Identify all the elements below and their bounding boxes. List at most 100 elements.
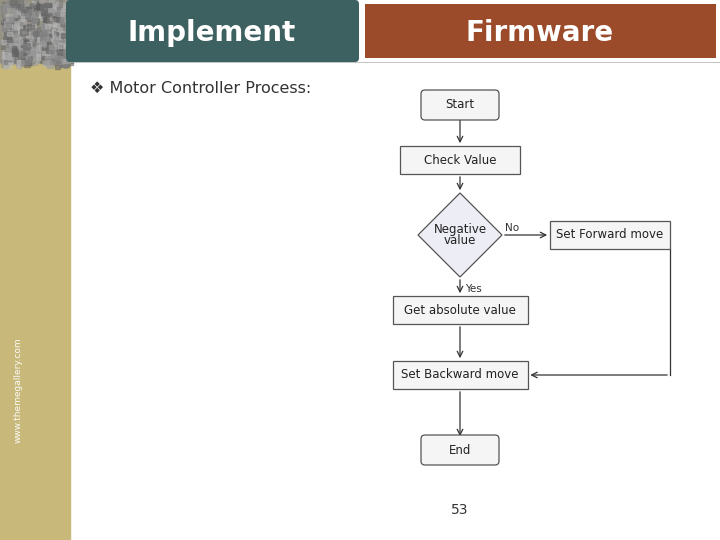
Bar: [37, 52, 43, 58]
Bar: [3, 53, 9, 58]
Bar: [53, 32, 56, 39]
Bar: [13, 19, 18, 23]
Bar: [36, 30, 38, 34]
Bar: [43, 44, 49, 45]
Bar: [45, 38, 50, 45]
Bar: [25, 47, 27, 50]
Bar: [21, 15, 24, 21]
Bar: [24, 11, 30, 17]
Bar: [63, 59, 70, 63]
Bar: [66, 11, 68, 18]
Bar: [17, 5, 19, 8]
Bar: [40, 32, 47, 36]
Bar: [10, 12, 13, 20]
Bar: [31, 15, 37, 22]
Bar: [21, 24, 27, 28]
Bar: [24, 36, 27, 44]
Bar: [60, 10, 64, 14]
Bar: [5, 36, 9, 42]
Bar: [66, 37, 73, 45]
Bar: [12, 56, 14, 60]
Bar: [65, 11, 70, 19]
Bar: [550, 221, 670, 249]
Bar: [63, 36, 68, 41]
Bar: [27, 47, 35, 55]
Bar: [57, 14, 60, 19]
Bar: [50, 31, 53, 34]
Bar: [42, 41, 45, 49]
Bar: [1, 52, 4, 58]
Bar: [65, 14, 71, 17]
Bar: [6, 56, 12, 63]
Bar: [38, 9, 45, 11]
Bar: [12, 1, 17, 6]
Bar: [5, 46, 8, 54]
Polygon shape: [418, 193, 502, 277]
Bar: [46, 43, 53, 46]
Bar: [17, 20, 23, 26]
Bar: [42, 32, 50, 37]
Bar: [40, 46, 47, 50]
Bar: [32, 38, 35, 42]
Bar: [35, 50, 41, 56]
Bar: [61, 28, 66, 32]
Bar: [14, 2, 18, 7]
Bar: [7, 15, 15, 18]
Bar: [8, 52, 11, 57]
Bar: [68, 5, 73, 10]
Bar: [365, 4, 716, 58]
Bar: [40, 32, 45, 36]
Bar: [70, 4, 76, 11]
Bar: [14, 24, 17, 29]
Bar: [30, 22, 34, 29]
Bar: [48, 33, 52, 38]
Bar: [58, 8, 62, 15]
Bar: [52, 58, 59, 63]
Bar: [12, 31, 17, 34]
Bar: [0, 0, 70, 62]
Bar: [40, 6, 48, 9]
Bar: [46, 48, 50, 50]
Bar: [41, 17, 47, 21]
Bar: [70, 4, 75, 12]
Bar: [61, 44, 68, 48]
Bar: [22, 52, 24, 59]
Bar: [18, 4, 24, 10]
Bar: [50, 10, 55, 15]
Bar: [35, 54, 40, 60]
Bar: [20, 29, 27, 36]
Text: ❖ Motor Controller Process:: ❖ Motor Controller Process:: [90, 80, 311, 96]
Bar: [37, 49, 40, 55]
Bar: [50, 56, 55, 60]
Bar: [24, 45, 32, 52]
Bar: [55, 36, 58, 43]
Bar: [65, 26, 73, 35]
Bar: [66, 43, 68, 46]
Bar: [58, 52, 63, 53]
Bar: [4, 60, 12, 68]
Bar: [43, 15, 45, 22]
Bar: [400, 146, 520, 174]
Bar: [12, 49, 17, 56]
Bar: [44, 3, 50, 7]
Bar: [62, 28, 66, 32]
Bar: [9, 48, 11, 52]
Bar: [56, 8, 60, 10]
Bar: [37, 3, 45, 9]
Bar: [50, 4, 57, 10]
Bar: [1, 8, 6, 12]
Bar: [13, 33, 20, 40]
Text: Start: Start: [446, 98, 474, 111]
Bar: [66, 9, 71, 17]
Bar: [39, 33, 45, 40]
Bar: [55, 36, 61, 43]
Bar: [54, 42, 58, 46]
Bar: [58, 46, 61, 52]
Bar: [1, 20, 4, 24]
Bar: [35, 38, 42, 44]
Bar: [46, 8, 50, 16]
Bar: [38, 43, 45, 46]
Bar: [26, 24, 32, 29]
Bar: [45, 44, 46, 46]
Bar: [18, 45, 26, 49]
